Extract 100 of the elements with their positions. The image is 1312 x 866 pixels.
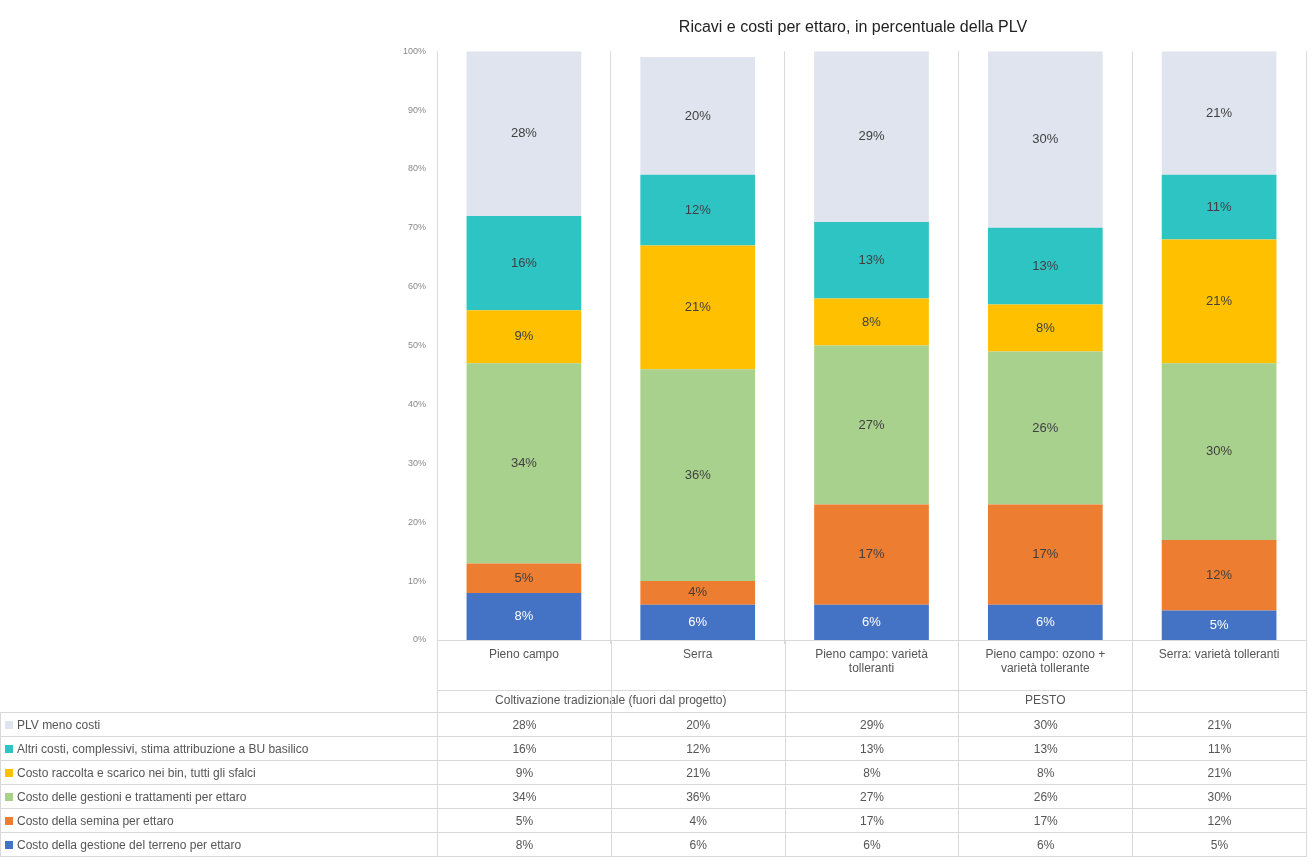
data-label: 34%: [437, 784, 612, 809]
text: 13%: [1032, 257, 1059, 273]
text: 36%: [684, 466, 711, 482]
bar: [466, 310, 582, 364]
data-label: 8%: [437, 832, 612, 857]
legend-label: PLV meno costi: [0, 712, 438, 737]
y-tick-label: 10%: [408, 575, 427, 586]
text: 8%: [862, 313, 881, 329]
text: 6%: [688, 613, 708, 629]
text: 20%: [684, 107, 711, 123]
bar: [987, 227, 1103, 305]
y-tick-label: 80%: [408, 163, 427, 174]
text: 30%: [1206, 443, 1233, 459]
data-label: 8%: [958, 760, 1133, 785]
bar: [987, 504, 1103, 605]
y-tick-label: 0%: [413, 634, 427, 645]
bar: [1161, 363, 1277, 540]
bar: [1161, 539, 1277, 611]
bar: [640, 57, 756, 175]
legend-label: Costo raccolta e scarico nei bin, tutti gli sfalci: [0, 760, 438, 785]
bar: [987, 304, 1103, 352]
text: 9%: [514, 328, 534, 344]
text: 28%: [510, 125, 537, 141]
data-label: 5%: [1132, 832, 1307, 857]
x-tick-label: Pieno campo: ozono + varietà tollerante: [985, 646, 1106, 675]
text: 27%: [858, 416, 885, 432]
legend-label: Altri costi, complessivi, stima attribuzione a BU basilico: [0, 736, 438, 761]
text: 6%: [1035, 613, 1055, 629]
bar: [640, 604, 756, 640]
text: 34%: [510, 454, 537, 470]
bar: [1161, 239, 1277, 364]
bar: [987, 351, 1103, 505]
data-label: 21%: [611, 760, 786, 785]
data-label: 28%: [437, 712, 612, 737]
bar: [640, 245, 756, 370]
bar: [814, 221, 929, 299]
x-tick-label: Serra: varietà tolleranti: [1158, 646, 1280, 661]
y-tick-label: 70%: [408, 222, 427, 233]
y-tick-label: 30%: [408, 457, 427, 468]
text: 17%: [1032, 546, 1059, 562]
data-label: 20%: [611, 712, 786, 737]
data-label: 29%: [785, 712, 959, 737]
data-label: 21%: [1132, 760, 1307, 785]
y-tick-label: 90%: [408, 104, 427, 115]
bar: [466, 563, 582, 593]
y-tick-label: 40%: [408, 398, 427, 409]
bar: [640, 369, 756, 582]
text: 5%: [514, 569, 534, 585]
text: 6%: [862, 613, 881, 629]
bar: [814, 604, 929, 640]
legend-label: Costo della gestione del terreno per ettaro: [0, 832, 438, 857]
bar: [640, 581, 756, 605]
x-tick-label: Pieno campo: varietà tolleranti: [815, 646, 929, 675]
data-label: 26%: [958, 784, 1133, 809]
bar: [466, 51, 582, 217]
data-label: 8%: [785, 760, 959, 785]
text: 16%: [510, 254, 537, 270]
text: 8%: [514, 608, 534, 624]
text: 11%: [1206, 198, 1232, 214]
bar: [1161, 174, 1277, 240]
text: 8%: [1035, 319, 1055, 335]
bar: [466, 363, 582, 564]
data-label: 4%: [611, 808, 786, 833]
data-label: 27%: [785, 784, 959, 809]
data-label: 6%: [785, 832, 959, 857]
bar: [640, 174, 756, 246]
text: PESTO: [1025, 693, 1066, 708]
text: 21%: [1206, 293, 1233, 309]
text: 4%: [688, 584, 708, 600]
y-tick-label: 60%: [408, 281, 427, 292]
data-label: 12%: [611, 736, 786, 761]
data-label: 30%: [958, 712, 1133, 737]
data-label: 13%: [958, 736, 1133, 761]
text: 30%: [1032, 131, 1059, 147]
legend-label: Costo delle gestioni e trattamenti per ettaro: [0, 784, 438, 809]
text: 21%: [684, 298, 711, 314]
data-label: 21%: [1132, 712, 1307, 737]
bar: [814, 504, 929, 605]
data-label: 12%: [1132, 808, 1307, 833]
data-label: 9%: [437, 760, 612, 785]
y-tick-label: 100%: [402, 45, 427, 56]
data-label: 13%: [785, 736, 959, 761]
data-label: 6%: [611, 832, 786, 857]
chart-title: Ricavi e costi per ettaro, in percentuale della PLV: [678, 18, 1028, 36]
data-label: 11%: [1132, 736, 1307, 761]
bar: [814, 51, 929, 222]
bar: [814, 298, 929, 346]
data-label: 17%: [785, 808, 959, 833]
text: 29%: [858, 128, 885, 144]
data-label: 36%: [611, 784, 786, 809]
data-label: 5%: [437, 808, 612, 833]
bar: [987, 604, 1103, 640]
x-tick-label: Serra: [683, 646, 713, 661]
text: 17%: [858, 546, 885, 562]
data-label: 30%: [1132, 784, 1307, 809]
y-tick-label: 50%: [408, 340, 427, 351]
bar: [987, 51, 1103, 228]
x-tick-label: Pieno campo: [488, 646, 560, 661]
y-tick-label: 20%: [408, 516, 427, 527]
text: 12%: [1206, 566, 1233, 582]
